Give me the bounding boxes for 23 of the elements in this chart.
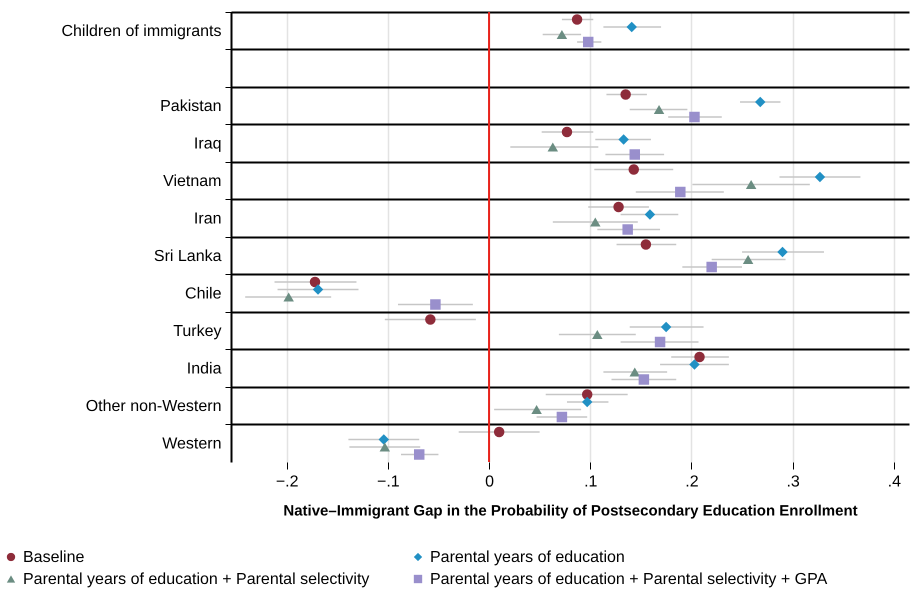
y-tick-label: Iraq — [194, 135, 222, 152]
legend-label: Baseline — [23, 549, 84, 566]
y-tick-label: Chile — [185, 285, 222, 302]
legend-label: Parental years of education — [430, 549, 625, 566]
y-tick-label: Western — [162, 435, 222, 452]
x-tick-label: .3 — [786, 474, 800, 490]
y-tick-label: Pakistan — [160, 98, 222, 115]
x-tick-label: .2 — [685, 474, 699, 490]
x-axis-title: Native–Immigrant Gap in the Probability of Postsecondary Education Enrollment — [283, 502, 858, 520]
y-tick-label: India — [186, 360, 222, 378]
y-tick-label: Children of immigrants — [61, 22, 222, 40]
x-tick-label: −.1 — [377, 474, 400, 490]
legend-label: Parental years of education + Parental selectivity — [23, 571, 370, 588]
y-tick-label: Turkey — [173, 322, 222, 340]
legend-label: Parental years of education + Parental selectivity + GPA — [430, 571, 828, 588]
x-tick-label: .1 — [584, 474, 598, 490]
y-tick-label: Other non-Western — [86, 398, 222, 415]
x-tick-label: 0 — [485, 474, 494, 490]
y-tick-label: Iran — [194, 210, 222, 228]
x-tick-label: .4 — [888, 474, 902, 490]
y-tick-label: Vietnam — [163, 172, 222, 190]
y-tick-label: Sri Lanka — [154, 248, 222, 265]
x-tick-label: −.2 — [276, 474, 299, 490]
